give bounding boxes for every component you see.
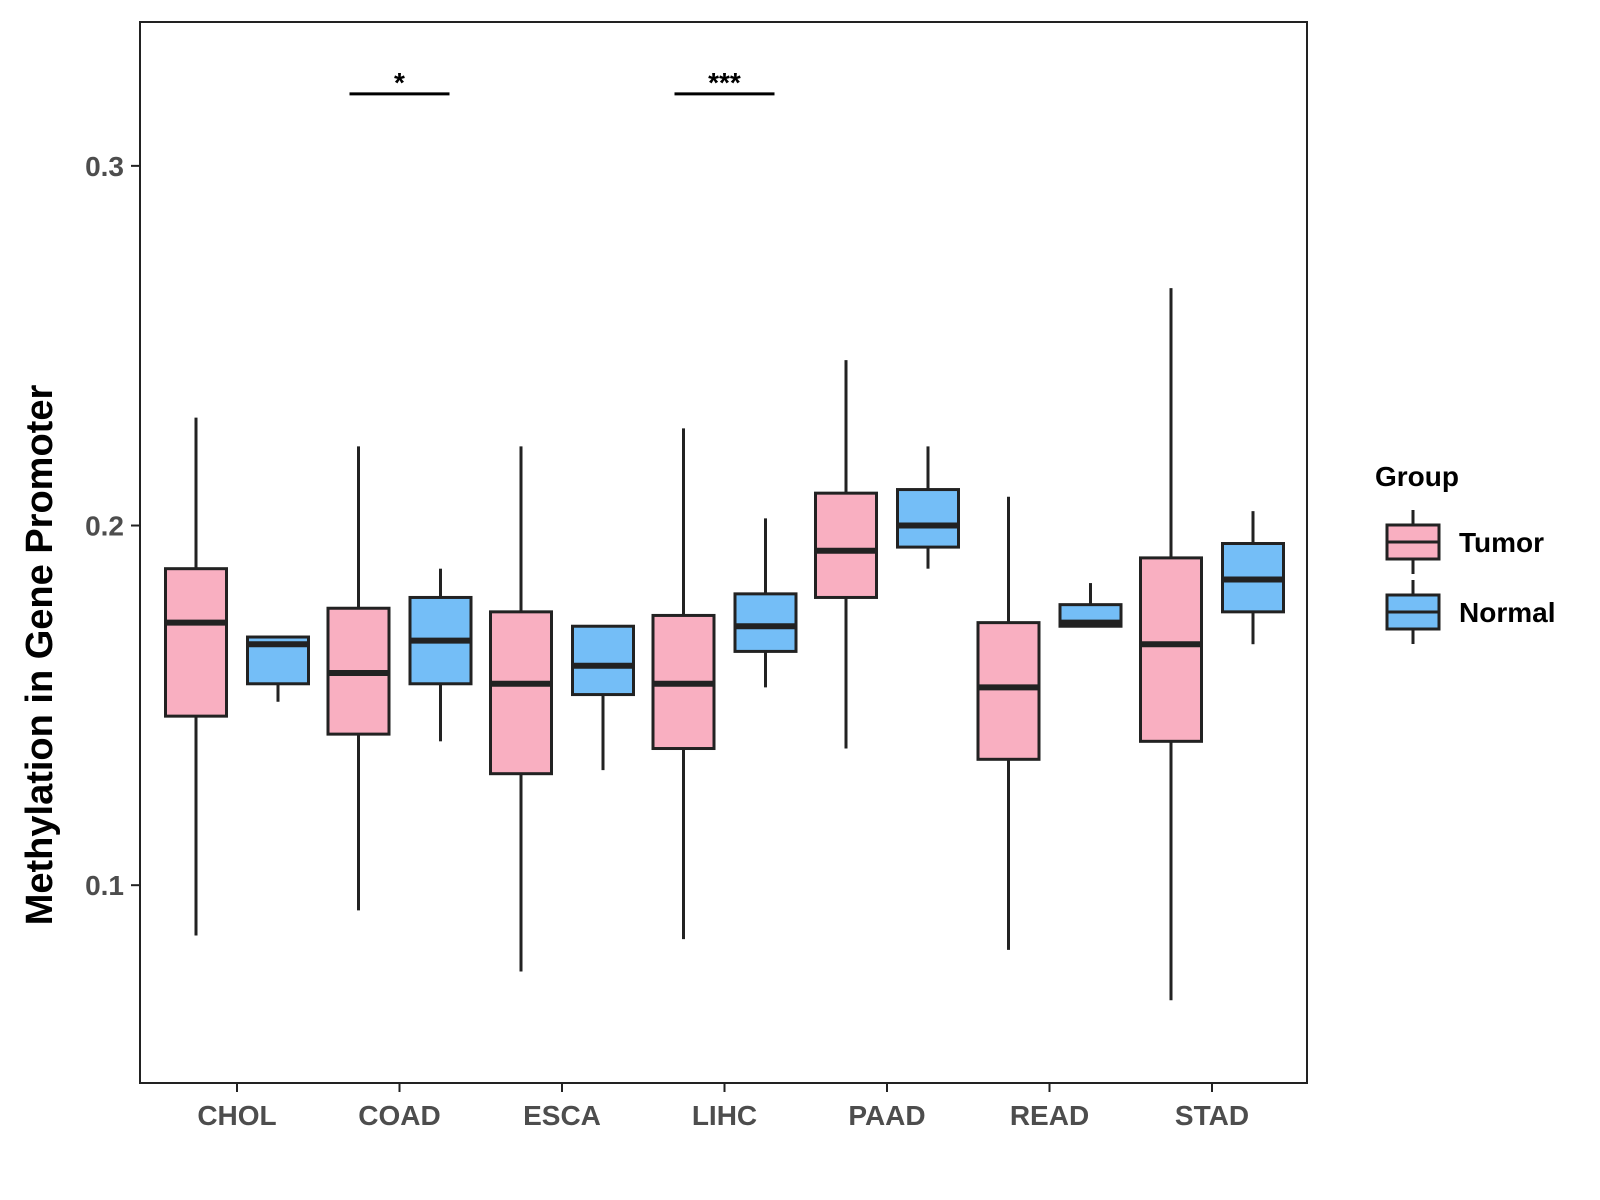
box-normal-lihc <box>733 518 798 688</box>
x-tick-label: CHOL <box>197 1100 276 1131</box>
box-body <box>733 592 798 653</box>
box-normal-paad <box>896 446 960 569</box>
x-axis: CHOL COAD ESCA LIHC PAAD READ STAD <box>197 1083 1249 1131</box>
box-normal-chol <box>246 635 310 702</box>
box-body <box>1139 556 1203 743</box>
legend-item-normal: Normal <box>1385 580 1555 644</box>
box-normal-coad <box>408 568 473 742</box>
legend-label: Normal <box>1459 597 1555 628</box>
significance-label: * <box>394 67 405 98</box>
x-tick-label: LIHC <box>692 1100 757 1131</box>
box-tumor-stad <box>1139 288 1203 1001</box>
significance-annotations: * *** <box>349 67 775 98</box>
legend-item-tumor: Tumor <box>1385 510 1544 574</box>
boxes-layer <box>164 288 1285 1001</box>
box-tumor-coad <box>326 446 391 911</box>
x-tick-label: PAAD <box>848 1100 925 1131</box>
box-tumor-esca <box>489 446 553 972</box>
x-tick-label: STAD <box>1175 1100 1249 1131</box>
box-normal-stad <box>1221 511 1285 645</box>
box-normal-read <box>1058 583 1123 628</box>
x-tick-label: READ <box>1010 1100 1089 1131</box>
legend-title: Group <box>1375 461 1459 492</box>
box-body <box>164 567 228 718</box>
box-body <box>489 610 553 776</box>
y-axis-title: Methylation in Gene Promoter <box>19 385 61 926</box>
y-axis: 0.1 0.2 0.3 <box>85 151 140 901</box>
x-tick-label: ESCA <box>523 1100 601 1131</box>
legend-label: Tumor <box>1459 527 1544 558</box>
box-body <box>896 488 960 549</box>
plot-panel <box>139 21 1308 1084</box>
box-body <box>976 621 1041 761</box>
box-body <box>571 624 635 697</box>
legend: Group Tumor Normal <box>1375 461 1555 644</box>
y-tick-label: 0.1 <box>85 870 124 901</box>
x-tick-label: COAD <box>358 1100 440 1131</box>
y-tick-label: 0.3 <box>85 151 124 182</box>
box-tumor-lihc <box>651 428 716 940</box>
box-tumor-paad <box>814 360 878 749</box>
box-body <box>814 491 878 599</box>
significance-label: *** <box>708 67 741 98</box>
box-normal-esca <box>571 624 635 771</box>
box-tumor-chol <box>164 417 228 936</box>
y-tick-label: 0.2 <box>85 511 124 542</box>
box-tumor-read <box>976 496 1041 950</box>
